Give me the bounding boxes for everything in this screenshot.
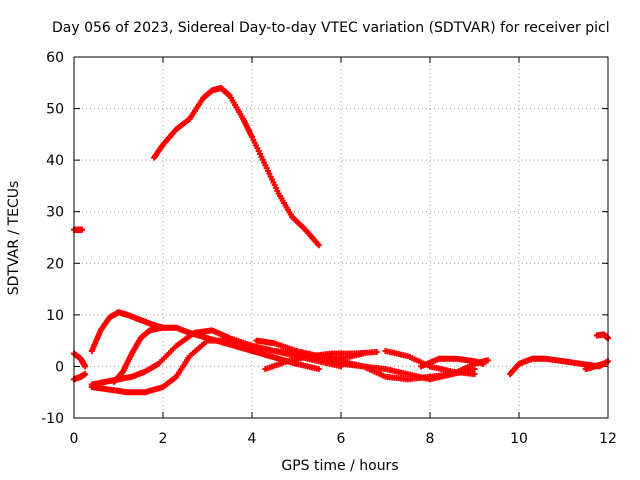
series-arc-f <box>71 371 89 383</box>
series-arc-d <box>111 324 322 385</box>
y-tick-label: 60 <box>46 50 64 66</box>
data-point <box>600 360 607 367</box>
x-tick-label: 6 <box>337 431 346 447</box>
x-tick-label: 12 <box>599 431 617 447</box>
tick-labels: 0 2 4 6 8 10 12 -10 0 10 20 30 40 50 60 <box>41 50 617 447</box>
data-point <box>471 366 478 373</box>
y-tick-label: 30 <box>46 205 64 221</box>
series-arc-high <box>151 84 322 249</box>
y-axis-label: SDTVAR / TECUs <box>6 181 22 296</box>
series-arc-h <box>262 348 380 373</box>
data-point <box>480 360 487 367</box>
data-point <box>82 363 89 370</box>
data-point <box>373 348 380 355</box>
x-axis-label: GPS time / hours <box>281 458 398 474</box>
y-tick-label: 40 <box>46 153 64 169</box>
data-point <box>79 226 86 233</box>
y-tick-label: -10 <box>41 411 64 427</box>
x-tick-label: 0 <box>70 431 79 447</box>
data-point <box>484 357 491 364</box>
x-tick-label: 8 <box>426 431 435 447</box>
chart-title: Day 056 of 2023, Sidereal Day-to-day VTE… <box>52 20 610 36</box>
series-arc-end <box>593 331 611 342</box>
plot-frame <box>73 56 609 419</box>
series-arc-k <box>418 355 487 370</box>
x-tick-label: 2 <box>159 431 168 447</box>
data-point <box>315 242 322 249</box>
series-arc-m <box>582 360 607 373</box>
x-tick-label: 4 <box>248 431 257 447</box>
y-tick-label: 10 <box>46 308 64 324</box>
y-tick-label: 0 <box>55 359 64 375</box>
series-arc-start <box>71 226 86 233</box>
data-point <box>315 366 322 373</box>
x-tick-label: 10 <box>510 431 528 447</box>
y-tick-label: 50 <box>46 102 64 118</box>
data-point <box>82 371 89 378</box>
data-points <box>71 84 611 396</box>
y-tick-label: 20 <box>46 256 64 272</box>
data-point <box>471 371 478 378</box>
